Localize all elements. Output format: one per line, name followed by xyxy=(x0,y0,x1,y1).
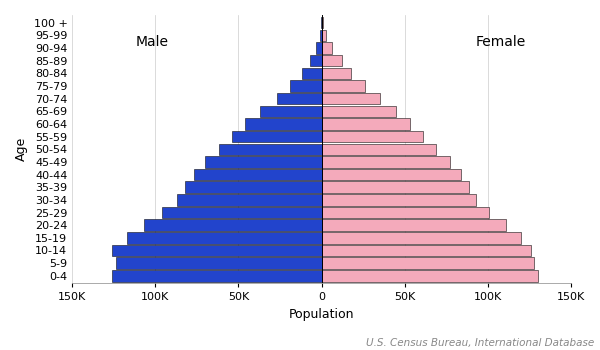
Bar xyxy=(322,156,449,168)
Text: U.S. Census Bureau, International Database: U.S. Census Bureau, International Databa… xyxy=(366,338,594,348)
Bar xyxy=(322,194,476,205)
Bar xyxy=(322,131,423,142)
Bar xyxy=(194,169,322,180)
Bar xyxy=(112,270,322,281)
Bar xyxy=(144,219,322,231)
Bar xyxy=(116,258,322,269)
Bar xyxy=(162,207,322,218)
Bar xyxy=(112,245,322,256)
Bar xyxy=(260,106,322,117)
Bar xyxy=(320,29,322,41)
Bar xyxy=(322,93,380,104)
Bar xyxy=(322,106,397,117)
Bar xyxy=(205,156,322,168)
Bar xyxy=(277,93,322,104)
Bar xyxy=(322,42,332,54)
Bar xyxy=(322,207,490,218)
Bar xyxy=(127,232,322,244)
Bar xyxy=(322,55,341,66)
X-axis label: Population: Population xyxy=(289,308,355,321)
Bar xyxy=(185,182,322,193)
Bar xyxy=(316,42,322,54)
Text: Male: Male xyxy=(136,35,169,49)
Bar xyxy=(322,245,531,256)
Bar xyxy=(322,182,469,193)
Bar xyxy=(322,232,521,244)
Bar xyxy=(322,80,365,92)
Bar xyxy=(322,144,436,155)
Bar xyxy=(177,194,322,205)
Bar xyxy=(322,17,323,28)
Bar xyxy=(322,29,326,41)
Bar xyxy=(322,219,506,231)
Bar xyxy=(322,258,535,269)
Bar xyxy=(322,118,410,130)
Bar xyxy=(232,131,322,142)
Bar xyxy=(322,169,461,180)
Bar xyxy=(310,55,322,66)
Bar xyxy=(218,144,322,155)
Bar xyxy=(302,68,322,79)
Bar xyxy=(245,118,322,130)
Bar xyxy=(322,270,538,281)
Bar xyxy=(290,80,322,92)
Text: Female: Female xyxy=(476,35,526,49)
Y-axis label: Age: Age xyxy=(15,137,28,161)
Bar xyxy=(322,68,352,79)
